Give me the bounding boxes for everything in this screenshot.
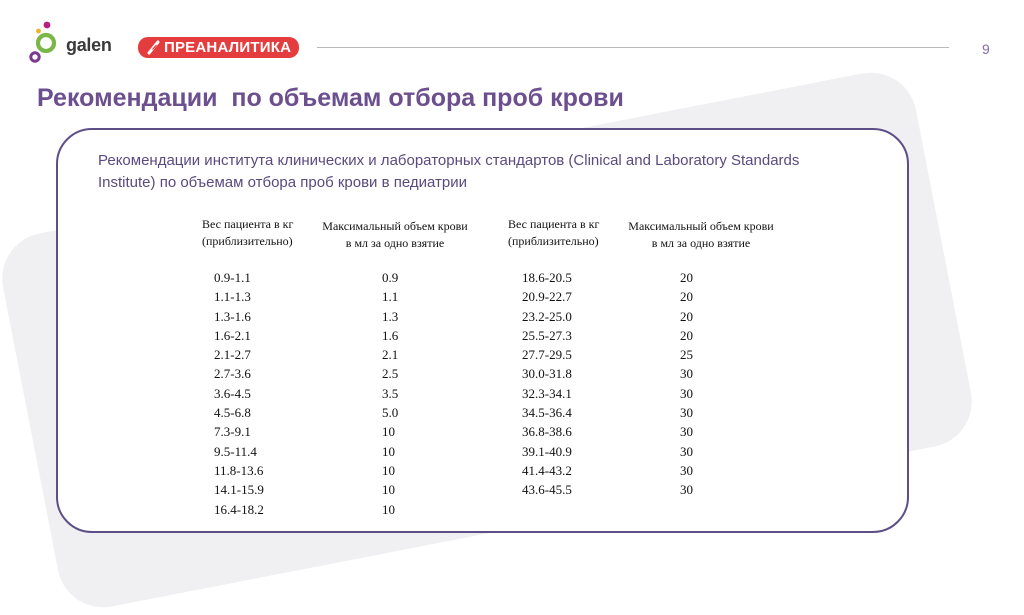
weight-cell: 1.6-2.1 (214, 327, 251, 343)
table-row: 14.1-15.9 10 (202, 482, 482, 501)
weight-cell: 9.5-11.4 (214, 443, 257, 459)
weight-cell: 2.1-2.7 (214, 347, 251, 363)
volume-cell: 0.9 (382, 270, 399, 285)
table-row: 1.3-1.6 1.3 (202, 309, 482, 328)
weight-cell: 18.6-20.5 (522, 270, 572, 285)
volume-cell: 30 (680, 385, 693, 401)
volume-cell: 10 (382, 462, 395, 478)
test-tube-icon (147, 40, 160, 55)
header-divider (317, 47, 949, 48)
table-row: 9.5-11.4 10 (202, 444, 482, 463)
volume-cell: 10 (382, 443, 395, 459)
weight-cell: 32.3-34.1 (522, 385, 572, 401)
table-row: 4.5-6.8 5.0 (202, 405, 482, 424)
weight-cell: 34.5-36.4 (522, 405, 572, 421)
volume-cell: 30 (680, 424, 693, 440)
weight-cell: 30.0-31.8 (522, 366, 572, 382)
table-row: 2.1-2.7 2.1 (202, 347, 482, 366)
weight-cell: 2.7-3.6 (214, 366, 251, 382)
weight-cell: 27.7-29.5 (522, 347, 572, 363)
table-row: 39.1-40.9 30 (508, 444, 788, 463)
volume-cell: 10 (382, 424, 395, 440)
weight-cell: 7.3-9.1 (214, 424, 251, 440)
page-number: 9 (982, 41, 990, 57)
volume-cell: 30 (680, 462, 693, 478)
table-row: 3.6-4.5 3.5 (202, 386, 482, 405)
table-row: 16.4-18.2 10 (202, 502, 482, 521)
volume-cell: 10 (382, 482, 395, 498)
volume-cell: 5.0 (382, 405, 399, 421)
table-row: 2.7-3.6 2.5 (202, 366, 482, 385)
table-row: 30.0-31.8 30 (508, 366, 788, 385)
column-header-weight: Вес пациента в кг (приблизительно) (508, 217, 600, 248)
card-description: Рекомендации института клинических и лаб… (98, 152, 800, 191)
content-card: Рекомендации института клинических и лаб… (56, 128, 909, 533)
preanalytics-badge: ПРЕАНАЛИТИКА (138, 37, 300, 58)
volume-cell: 30 (680, 405, 693, 421)
volume-cell: 30 (680, 366, 693, 382)
weight-cell: 25.5-27.3 (522, 327, 572, 343)
weight-cell: 36.8-38.6 (522, 424, 572, 440)
weight-cell: 1.1-1.3 (214, 289, 251, 305)
weight-cell: 39.1-40.9 (522, 443, 572, 459)
volume-cell: 20 (680, 308, 693, 324)
logo-text: galen (66, 35, 112, 55)
column-header-volume: Максимальный объем крови в мл за одно взя… (628, 219, 774, 250)
table-rows: 18.6-20.5 20 20.9-22.7 20 23.2-25.0 20 25.5-27… (508, 270, 788, 502)
weight-cell: 14.1-15.9 (214, 482, 264, 498)
table-row: 0.9-1.1 0.9 (202, 270, 482, 289)
volume-cell: 10 (382, 501, 395, 517)
volume-cell: 20 (680, 327, 693, 343)
table-row: 43.6-45.5 30 (508, 482, 788, 501)
header: galen ПРЕАНАЛИТИКА 9 (0, 0, 1024, 70)
weight-cell: 4.5-6.8 (214, 405, 251, 421)
table-row: 11.8-13.6 10 (202, 463, 482, 482)
volume-cell: 1.6 (382, 327, 399, 343)
weight-cell: 20.9-22.7 (522, 289, 572, 305)
table-row: 34.5-36.4 30 (508, 405, 788, 424)
weight-cell: 43.6-45.5 (522, 482, 572, 498)
column-header-weight: Вес пациента в кг (приблизительно) (202, 217, 294, 248)
table-row: 20.9-22.7 20 (508, 289, 788, 308)
table-row: 27.7-29.5 25 (508, 347, 788, 366)
weight-cell: 16.4-18.2 (214, 501, 264, 517)
weight-cell: 3.6-4.5 (214, 385, 251, 401)
volume-cell: 2.5 (382, 366, 399, 382)
page-title: Рекомендации по объемам отбора проб кров… (37, 84, 624, 112)
weight-cell: 1.3-1.6 (214, 308, 251, 324)
table-row: 41.4-43.2 30 (508, 463, 788, 482)
table-row: 36.8-38.6 30 (508, 424, 788, 443)
volume-cell: 2.1 (382, 347, 399, 363)
table-row: 1.1-1.3 1.1 (202, 289, 482, 308)
weight-cell: 41.4-43.2 (522, 462, 572, 478)
volume-cell: 20 (680, 289, 693, 305)
table-row: 25.5-27.3 20 (508, 328, 788, 347)
table-row: 23.2-25.0 20 (508, 309, 788, 328)
column-header-volume: Максимальный объем крови в мл за одно взя… (322, 219, 468, 250)
volume-cell: 3.5 (382, 385, 399, 401)
weight-cell: 0.9-1.1 (214, 270, 251, 285)
volume-cell: 30 (680, 443, 693, 459)
volume-cell: 25 (680, 347, 693, 363)
table-rows: 0.9-1.1 0.9 1.1-1.3 1.1 1.3-1.6 1.3 1.6-2.1 1.6… (202, 270, 482, 521)
galen-logo-icon (29, 21, 57, 63)
table-row: 7.3-9.1 10 (202, 424, 482, 443)
weight-cell: 23.2-25.0 (522, 308, 572, 324)
volume-cell: 1.3 (382, 308, 399, 324)
table-row: 1.6-2.1 1.6 (202, 328, 482, 347)
table-row: 18.6-20.5 20 (508, 270, 788, 289)
volume-cell: 1.1 (382, 289, 399, 305)
table-row: 32.3-34.1 30 (508, 386, 788, 405)
volume-cell: 30 (680, 482, 693, 498)
volume-cell: 20 (680, 270, 693, 285)
weight-cell: 11.8-13.6 (214, 462, 264, 478)
badge-label: ПРЕАНАЛИТИКА (164, 39, 292, 56)
